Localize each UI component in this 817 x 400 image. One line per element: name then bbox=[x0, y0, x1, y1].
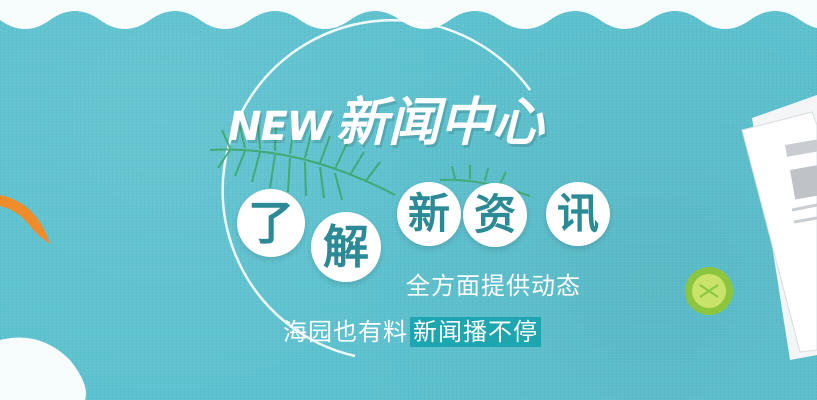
circle-outline bbox=[221, 18, 532, 358]
subtitle-line-2-part-2: 新闻播不停 bbox=[410, 317, 541, 347]
bubble-char-5: 讯 bbox=[546, 182, 610, 246]
lime-icon bbox=[685, 267, 733, 315]
fish-icon bbox=[0, 195, 50, 244]
white-blob bbox=[0, 337, 86, 400]
bubble-char-3: 新 bbox=[397, 182, 461, 246]
subtitle-line-1: 全方面提供动态 bbox=[406, 272, 581, 300]
bubble-char-4: 资 bbox=[463, 183, 527, 247]
banner-title: NEW 新闻中心 bbox=[228, 80, 544, 155]
wave-top bbox=[0, 0, 817, 29]
newspaper-icon bbox=[741, 95, 817, 360]
title-english: NEW bbox=[228, 104, 331, 150]
subtitle-line-2-part-1: 海园也有料 bbox=[283, 318, 408, 346]
palm-leaf-icon bbox=[209, 123, 396, 201]
subtitle-line-2: 海园也有料 新闻播不停 bbox=[283, 312, 541, 347]
bubble-char-1: 了 bbox=[237, 189, 305, 257]
palm-leaf-small-icon bbox=[439, 165, 531, 197]
bubble-char-2: 解 bbox=[311, 212, 381, 282]
title-chinese: 新闻中心 bbox=[335, 93, 544, 153]
